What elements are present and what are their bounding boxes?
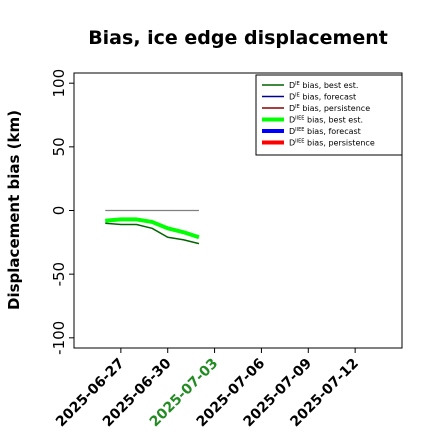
y-axis-label: Displacement bias (km) [5, 110, 23, 310]
legend-entry: DIE bias, best est. [289, 81, 358, 90]
legend-entry: DIIEE bias, forecast [289, 127, 361, 136]
legend-entry: DIE bias, persistence [289, 104, 370, 113]
legend-entry: DIE bias, forecast [289, 93, 356, 102]
legend: DIE bias, best est. DIE bias, forecast DIE… [255, 74, 403, 156]
legend-entry: DIIEE bias, best est. [289, 116, 363, 125]
y-tick-label: -50 [50, 262, 68, 287]
series-line [105, 217, 200, 240]
y-tick-label: -100 [50, 321, 68, 355]
y-tick-label: 100 [50, 69, 68, 98]
legend-entry: DIIEE bias, persistence [289, 139, 375, 148]
chart-title: Bias, ice edge displacement [88, 27, 388, 49]
series-line [105, 222, 200, 245]
y-tick-label: 50 [50, 137, 68, 156]
y-tick-label: 0 [50, 206, 68, 216]
